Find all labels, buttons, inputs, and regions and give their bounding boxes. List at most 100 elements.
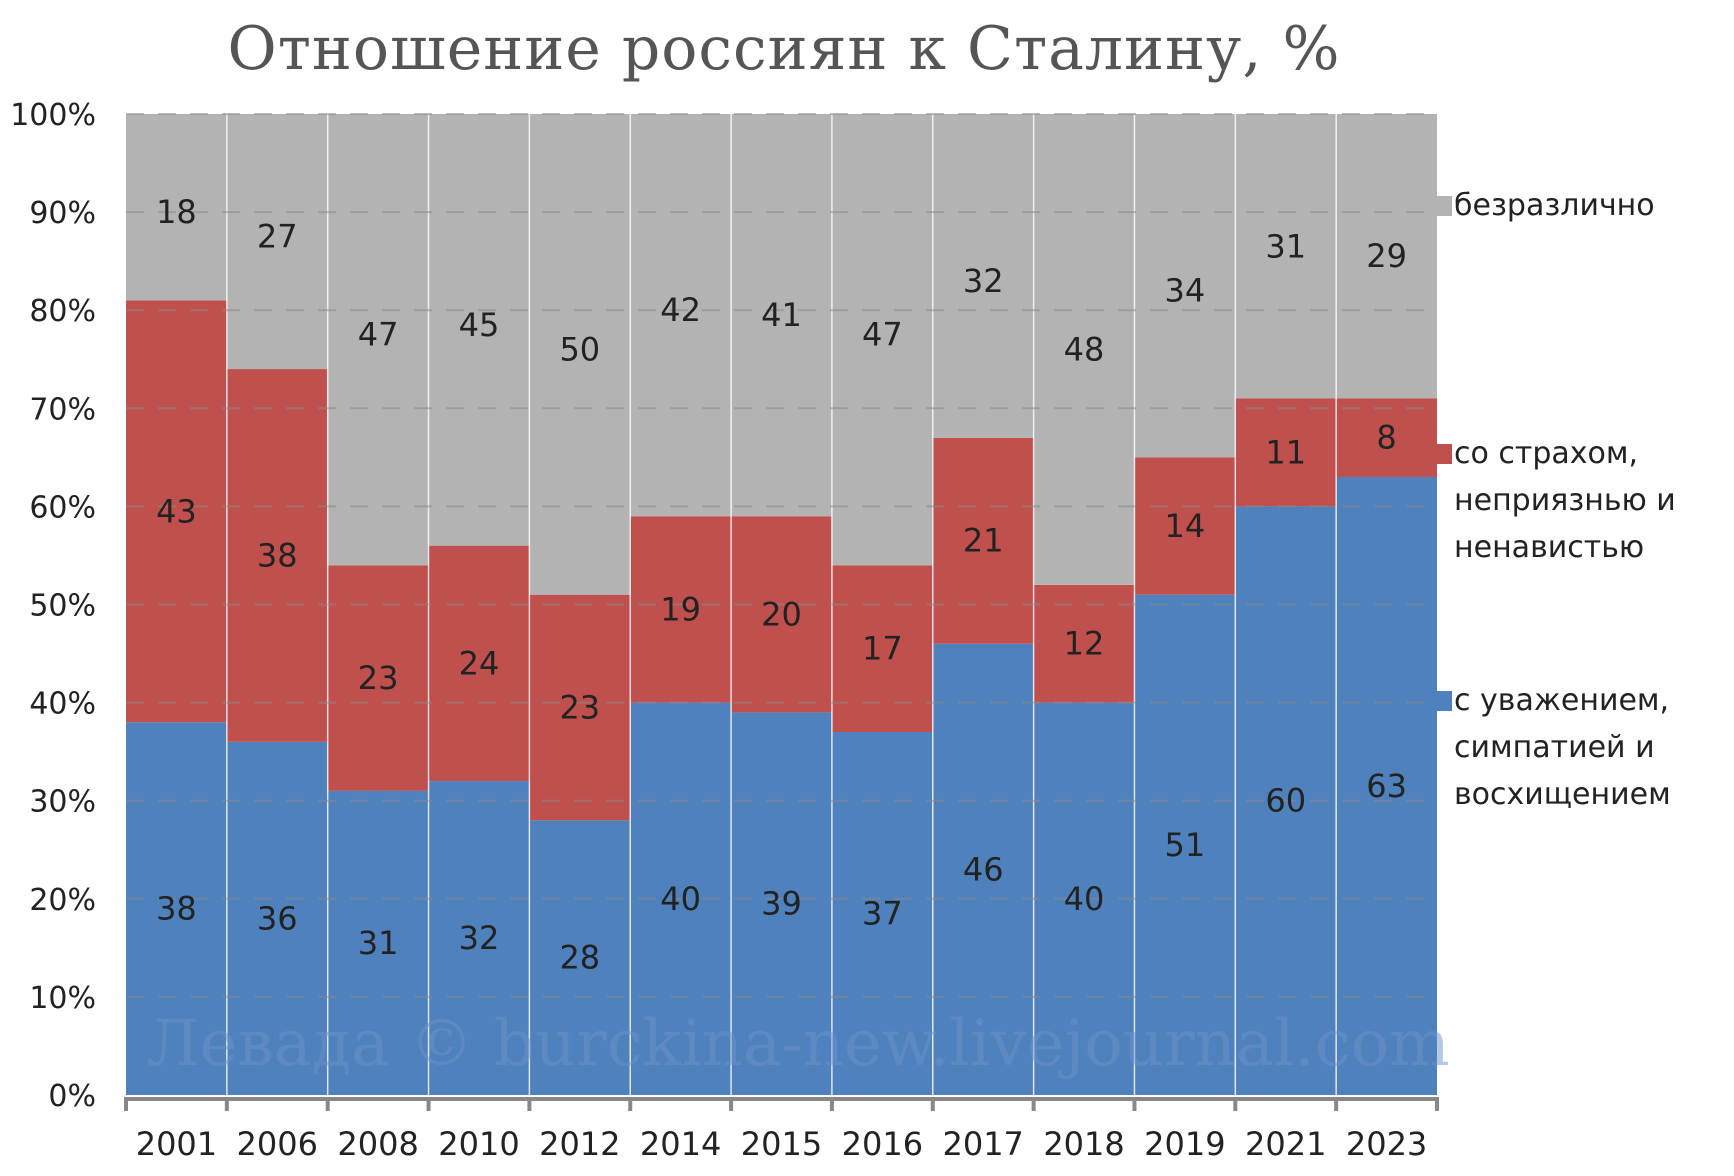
data-label: 47: [862, 316, 903, 354]
data-label: 63: [1366, 767, 1407, 805]
data-label: 40: [1064, 880, 1105, 918]
y-tick-label: 70%: [29, 392, 96, 427]
bar-segment: [1336, 476, 1437, 1096]
bar-segment: [126, 300, 227, 723]
legend-item-indifferent: безразлично: [1432, 182, 1655, 229]
x-tick-label: 2019: [1144, 1125, 1225, 1163]
x-tick-label: 2015: [741, 1125, 822, 1163]
data-label: 60: [1265, 782, 1306, 820]
data-label: 37: [862, 895, 903, 933]
data-label: 31: [1265, 227, 1306, 265]
bar-segment: [1033, 584, 1135, 703]
bar-segment: [428, 781, 530, 1095]
bar-segment: [126, 722, 227, 1095]
data-label: 28: [559, 939, 600, 977]
y-tick-label: 0%: [48, 1079, 96, 1114]
bar-segment: [126, 114, 227, 301]
data-label: 38: [156, 890, 197, 928]
bar-segment: [327, 790, 429, 1095]
bar-segment: [1134, 114, 1236, 458]
bar-segment: [226, 114, 328, 370]
bar-segment: [529, 820, 631, 1095]
bar-segment: [1336, 398, 1437, 477]
bar-segment: [327, 114, 429, 566]
x-tick-label: 2014: [640, 1125, 721, 1163]
legend-label: симпатией и: [1454, 730, 1655, 765]
legend-label: со страхом,: [1454, 436, 1639, 471]
legend-label: восхищением: [1454, 777, 1671, 812]
data-label: 34: [1165, 272, 1206, 310]
bar-segment: [731, 712, 832, 1095]
x-tick-label: 2006: [237, 1125, 318, 1163]
bar-segment: [932, 437, 1034, 644]
y-tick-label: 100%: [10, 98, 96, 133]
bar-segment: [831, 732, 933, 1095]
data-label: 21: [963, 522, 1004, 560]
x-tick-label: 2017: [942, 1125, 1023, 1163]
data-label: 50: [559, 330, 600, 368]
data-label: 47: [358, 316, 399, 354]
data-label: 14: [1165, 507, 1206, 545]
legend-label: ненавистью: [1454, 530, 1645, 565]
y-tick-label: 60%: [29, 490, 96, 525]
bar-segment: [226, 369, 328, 742]
x-tick-label: 2008: [337, 1125, 418, 1163]
data-label: 32: [963, 262, 1004, 300]
y-tick-label: 40%: [29, 687, 96, 722]
bar-segment: [932, 114, 1034, 438]
bar-segment: [1235, 114, 1337, 399]
data-label: 19: [660, 590, 701, 628]
bar-segment: [1134, 594, 1236, 1095]
bar-segment: [327, 565, 429, 791]
data-label: 20: [761, 595, 802, 633]
data-label: 42: [660, 291, 701, 329]
legend-item-respect: с уважением, симпатией и восхищением: [1432, 677, 1671, 818]
y-tick-label: 30%: [29, 785, 96, 820]
data-label: 40: [660, 880, 701, 918]
data-label: 18: [156, 193, 197, 231]
legend-item-fear: со страхом, неприязнью и ненавистью: [1432, 430, 1676, 571]
x-tick-label: 2010: [438, 1125, 519, 1163]
legend-label: неприязнью и: [1454, 483, 1676, 518]
bar-segment: [529, 114, 631, 595]
data-label: 41: [761, 296, 802, 334]
bar-segment: [1033, 114, 1135, 585]
legend-label: с уважением,: [1454, 683, 1670, 718]
data-label: 23: [358, 659, 399, 697]
data-label: 38: [257, 536, 298, 574]
data-label: 11: [1265, 433, 1306, 471]
y-tick-label: 50%: [29, 589, 96, 624]
data-label: 43: [156, 492, 197, 530]
data-label: 36: [257, 899, 298, 937]
x-tick-label: 2016: [842, 1125, 923, 1163]
y-tick-label: 20%: [29, 883, 96, 918]
bar-segment: [1235, 398, 1337, 507]
bar-segment: [831, 114, 933, 566]
watermark: Левада © burckina-new.livejournal.com: [146, 1007, 1450, 1081]
bar-segment: [428, 545, 530, 782]
bar-segment: [932, 643, 1034, 1095]
data-label: 8: [1376, 419, 1396, 457]
bar-segment: [630, 516, 732, 703]
bar-segment: [226, 741, 328, 1095]
bar-segment: [731, 114, 832, 517]
bar-segment: [731, 516, 832, 713]
x-tick-label: 2021: [1245, 1125, 1326, 1163]
bar-segment: [529, 594, 631, 821]
legend-swatch-red: [1432, 444, 1452, 464]
data-label: 17: [862, 630, 903, 668]
bar-segment: [428, 114, 530, 546]
x-tick-label: 2023: [1346, 1125, 1427, 1163]
data-label: 27: [257, 218, 298, 256]
data-label: 46: [963, 850, 1004, 888]
bar-segment: [1336, 114, 1437, 399]
x-tick-label: 2018: [1043, 1125, 1124, 1163]
x-tick-label: 2001: [136, 1125, 217, 1163]
bar-segment: [831, 565, 933, 733]
bar-segment: [1033, 702, 1135, 1095]
bar-segment: [630, 114, 732, 517]
data-label: 29: [1366, 237, 1407, 275]
data-label: 23: [559, 689, 600, 727]
data-label: 51: [1165, 826, 1206, 864]
legend-swatch-gray: [1432, 196, 1452, 216]
